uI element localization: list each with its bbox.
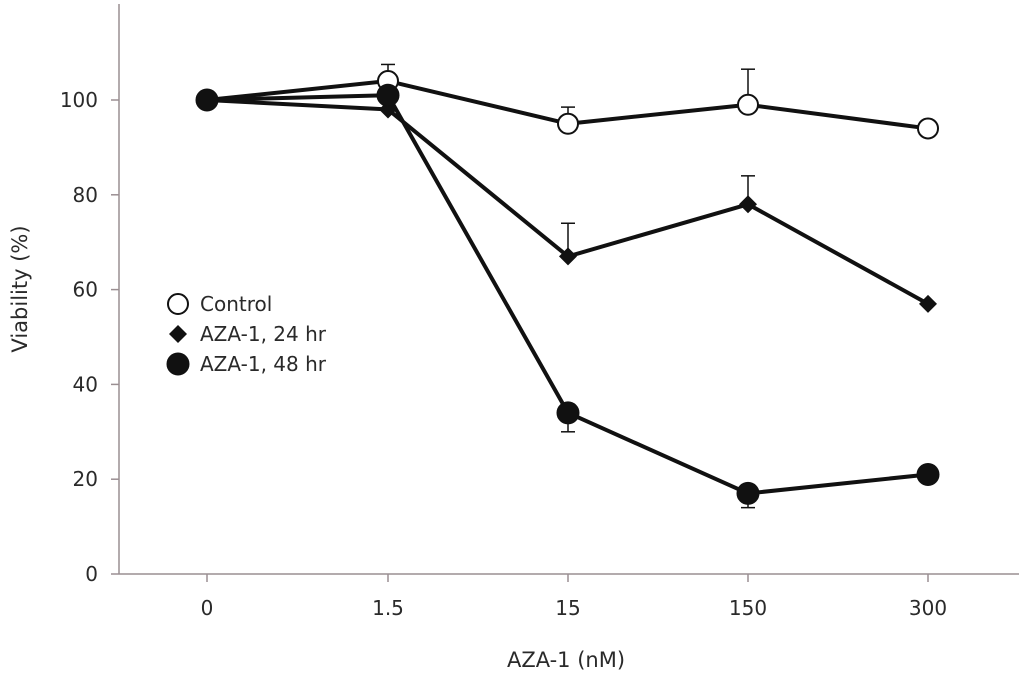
point-aza-1-24-hr-4 xyxy=(919,294,937,313)
series-layer xyxy=(195,63,940,509)
legend-item-aza-1-24-hr: AZA-1, 24 hr xyxy=(169,322,327,346)
legend-marker-control xyxy=(167,293,189,315)
x-tick-label-1-5: 1.5 xyxy=(372,596,404,620)
y-tick-label-40: 40 xyxy=(73,372,98,396)
legend-label-control: Control xyxy=(200,292,272,316)
point-control-4 xyxy=(917,117,939,140)
point-control-3 xyxy=(737,93,759,116)
y-tick-label-80: 80 xyxy=(73,183,98,207)
y-ticks: 0 20 40 60 80 100 xyxy=(60,88,119,586)
legend-item-aza-1-48-hr: AZA-1, 48 hr xyxy=(166,352,327,376)
y-axis-label: Viability (%) xyxy=(8,225,32,352)
point-aza-1-48-hr-3 xyxy=(736,481,760,505)
point-aza-1-24-hr-2 xyxy=(559,247,577,266)
x-tick-label-0: 0 xyxy=(201,596,214,620)
series-markers-aza-1-48-hr xyxy=(195,83,940,505)
point-control-2 xyxy=(557,112,579,135)
series-aza-1-48-hr xyxy=(206,93,929,509)
point-aza-1-48-hr-4 xyxy=(916,462,940,486)
legend: Control AZA-1, 24 hr AZA-1, 48 hr xyxy=(166,292,327,376)
x-ticks: 0 1.5 15 150 300 xyxy=(201,574,947,620)
x-tick-label-15: 15 xyxy=(555,596,580,620)
y-tick-label-20: 20 xyxy=(73,467,98,491)
legend-marker-aza-1-24-hr xyxy=(169,325,187,343)
y-tick-label-100: 100 xyxy=(60,88,98,112)
y-tick-label-60: 60 xyxy=(73,278,98,302)
legend-item-control: Control xyxy=(167,292,272,316)
x-axis-label: AZA-1 (nM) xyxy=(507,648,625,672)
legend-marker-aza-1-48-hr xyxy=(166,352,190,376)
point-aza-1-48-hr-1 xyxy=(376,83,400,107)
axes xyxy=(118,4,1019,575)
legend-label-aza-1-24-hr: AZA-1, 24 hr xyxy=(200,322,327,346)
x-tick-label-150: 150 xyxy=(729,596,767,620)
y-tick-label-0: 0 xyxy=(85,562,98,586)
point-aza-1-48-hr-2 xyxy=(556,401,580,425)
legend-label-aza-1-48-hr: AZA-1, 48 hr xyxy=(200,352,327,376)
x-tick-label-300: 300 xyxy=(909,596,947,620)
point-aza-1-24-hr-3 xyxy=(739,195,757,214)
series-line-aza-1-48-hr xyxy=(206,93,929,496)
point-aza-1-48-hr-0 xyxy=(195,88,219,112)
